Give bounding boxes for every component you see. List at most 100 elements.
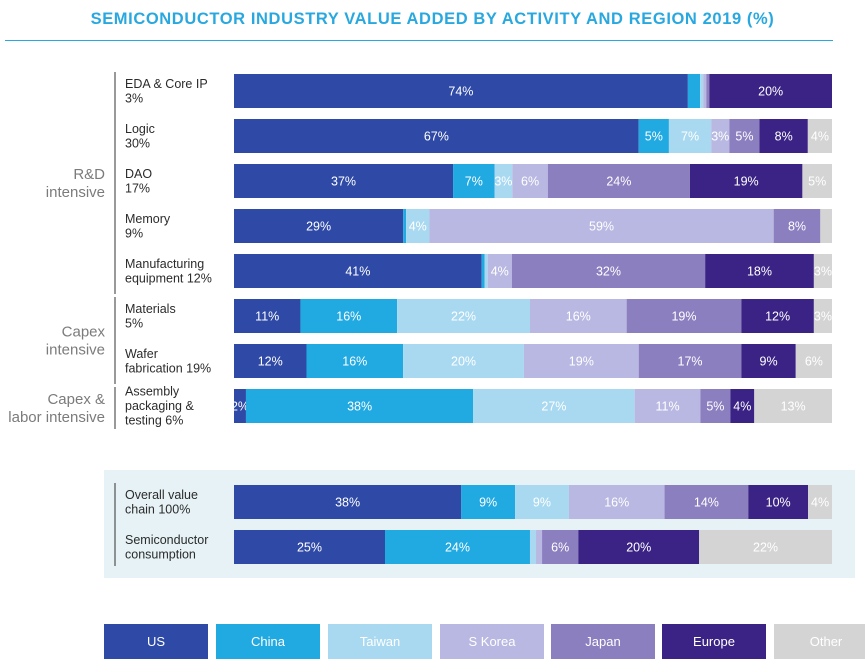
category-label: Manufacturing equipment 12% (125, 257, 212, 286)
bar-segment-s-korea (512, 164, 548, 198)
bar-segment-taiwan (403, 344, 524, 378)
data-label: 2% (231, 400, 249, 414)
bar-segment-europe (578, 530, 700, 564)
bar-segment-other (754, 389, 832, 423)
bar-segment-japan (773, 209, 821, 243)
bar-segment-europe (705, 254, 814, 288)
bar-segment-europe (689, 164, 803, 198)
data-label: 74% (448, 85, 473, 99)
data-label: 11% (255, 310, 279, 324)
bar-segment-us (234, 119, 639, 153)
category-label: Overall value chain 100% (125, 488, 198, 517)
legend-swatch-china (216, 624, 320, 659)
title-divider (5, 40, 833, 41)
bar-segment-us (234, 164, 454, 198)
data-label: 16% (342, 355, 367, 369)
data-label: 14% (694, 496, 719, 510)
bar-segment-japan (511, 254, 706, 288)
data-label: 20% (626, 541, 651, 555)
data-label: 19% (569, 355, 594, 369)
bar-segment-other (807, 119, 832, 153)
bar-segment-china (245, 389, 474, 423)
data-label: 16% (336, 310, 361, 324)
bar-segment-s-korea (487, 254, 512, 288)
category-label: Memory 9% (125, 212, 171, 241)
bar-segment-us (234, 530, 386, 564)
data-label: 38% (347, 400, 372, 414)
legend-label: Japan (585, 634, 620, 649)
data-label: 3% (494, 175, 512, 189)
bar-segment-other (795, 344, 832, 378)
category-label: EDA & Core IP 3% (125, 77, 208, 106)
data-label: 16% (566, 310, 591, 324)
legend-swatch-europe (662, 624, 766, 659)
data-label: 20% (758, 85, 783, 99)
bar-segment-europe (748, 485, 809, 519)
group-label: Capex & labor intensive (8, 391, 105, 426)
bar-segment-us (234, 74, 688, 108)
data-label: 4% (409, 220, 427, 234)
bar-segment-s-korea (568, 485, 665, 519)
data-label: 7% (465, 175, 483, 189)
bar-segment-japan (706, 74, 710, 108)
bar-segment-japan (626, 299, 742, 333)
data-label: 4% (811, 496, 829, 510)
data-label: 6% (551, 541, 569, 555)
legend-label: Taiwan (360, 634, 400, 649)
data-label: 3% (814, 265, 832, 279)
bar-segment-japan (542, 530, 579, 564)
data-label: 13% (781, 400, 806, 414)
category-label: Semiconductor consumption (125, 533, 208, 562)
data-label: 3% (711, 130, 729, 144)
data-label: 4% (733, 400, 751, 414)
bar-segment-us (234, 485, 462, 519)
category-label: Assembly packaging & testing 6% (125, 385, 194, 428)
data-label: 4% (491, 265, 509, 279)
category-label: DAO 17% (125, 167, 152, 196)
bar-segment-taiwan (406, 209, 430, 243)
bar-segment-japan (547, 164, 690, 198)
bar-segment-taiwan (494, 164, 513, 198)
legend-swatch-us (104, 624, 208, 659)
bar-segment-s-korea (711, 119, 730, 153)
bar-segment-taiwan (529, 530, 537, 564)
bar-segment-us (234, 344, 307, 378)
bar-segment-us (234, 254, 482, 288)
bar-segment-s-korea (703, 74, 707, 108)
legend-swatch-other (774, 624, 865, 659)
bar-segment-china (638, 119, 669, 153)
bar-segment-taiwan (473, 389, 635, 423)
bar-segment-china (306, 344, 404, 378)
bar-segment-s-korea (529, 299, 627, 333)
legend-label: Europe (693, 634, 735, 649)
bar-segment-china (687, 74, 701, 108)
group-label: Capex intensive (46, 324, 106, 359)
bar-segment-europe (741, 344, 796, 378)
bar-segment-other (699, 530, 832, 564)
bar-segment-other (802, 164, 832, 198)
data-label: 12% (258, 355, 283, 369)
category-label: Logic 30% (125, 122, 155, 151)
bar-segment-taiwan (397, 299, 530, 333)
data-label: 37% (331, 175, 356, 189)
data-label: 4% (811, 130, 829, 144)
data-label: 19% (671, 310, 696, 324)
bar-segment-other (820, 209, 832, 243)
bar-segment-japan (664, 485, 749, 519)
data-label: 8% (775, 130, 793, 144)
data-label: 6% (521, 175, 539, 189)
chart-title: SEMICONDUCTOR INDUSTRY VALUE ADDED BY AC… (90, 10, 775, 28)
bar-segment-china (403, 209, 407, 243)
bar-segment-china (300, 299, 398, 333)
data-label: 19% (734, 175, 759, 189)
data-label: 22% (451, 310, 476, 324)
legend-label: Other (810, 634, 843, 649)
bar-segment-us (234, 209, 404, 243)
data-label: 3% (814, 310, 832, 324)
data-label: 18% (747, 265, 772, 279)
bar-segment-s-korea (536, 530, 543, 564)
bar-segment-other (808, 485, 832, 519)
data-label: 17% (678, 355, 703, 369)
legend-label: S Korea (469, 634, 517, 649)
